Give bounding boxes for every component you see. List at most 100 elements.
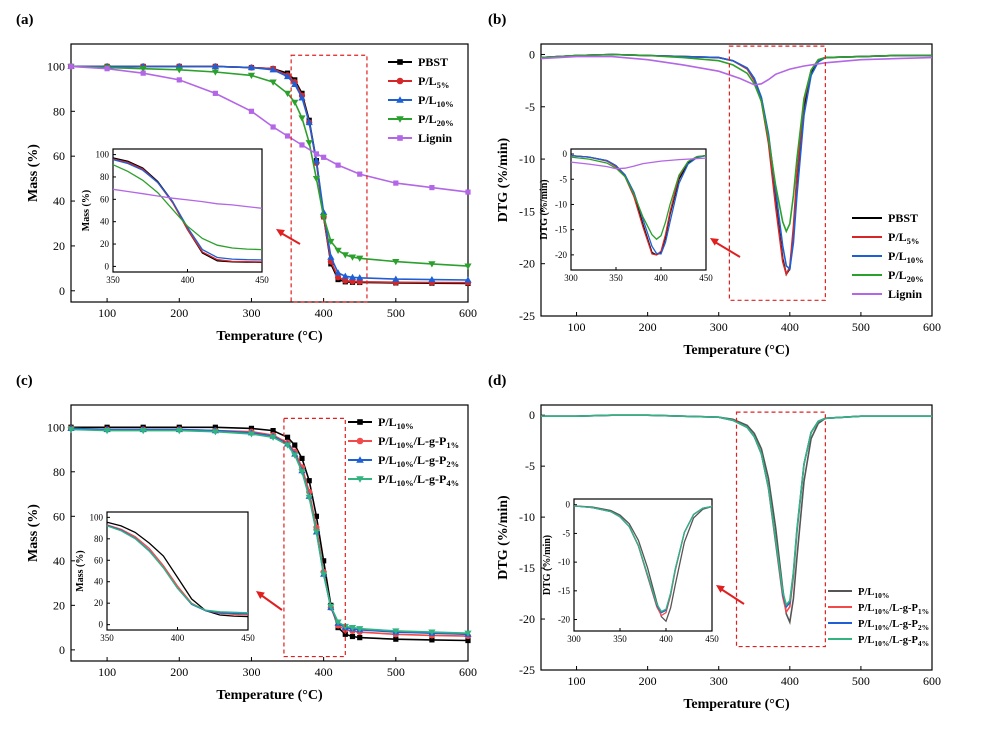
- y-tick-label: -15: [555, 225, 567, 235]
- data-point: [392, 628, 400, 635]
- x-tick-label: 200: [639, 674, 657, 688]
- x-tick-label: 200: [639, 320, 657, 334]
- series-line: [106, 524, 249, 616]
- y-axis-title: Mass (%): [26, 504, 41, 562]
- data-point: [335, 162, 341, 168]
- panel-label: (d): [488, 373, 506, 389]
- x-tick-label: 450: [699, 273, 713, 283]
- data-point: [334, 247, 342, 254]
- legend-entry: P/L10%/L-g-P1%: [858, 603, 929, 616]
- data-point: [428, 275, 436, 283]
- data-point: [312, 157, 321, 164]
- y-tick-label: -20: [519, 612, 535, 626]
- legend-entry: P/L5%: [888, 230, 919, 246]
- data-point: [320, 208, 328, 215]
- data-point: [429, 637, 435, 643]
- series-line: [112, 158, 263, 261]
- data-point: [393, 180, 399, 186]
- y-tick-label: -15: [519, 561, 535, 575]
- data-point: [269, 79, 277, 86]
- data-point: [464, 630, 472, 637]
- data-point: [349, 633, 356, 640]
- data-point: [68, 63, 74, 70]
- data-point: [320, 571, 328, 578]
- inset-y-axis-title: DTG (%/min): [539, 179, 550, 239]
- x-tick-label: 600: [459, 665, 477, 679]
- series-line: [540, 53, 932, 234]
- y-tick-label: 100: [47, 420, 65, 434]
- arrow-icon: [714, 241, 741, 258]
- data-point: [356, 274, 364, 281]
- panel-a: (a)100 200 300 400 500 600020406080100Tempera…: [16, 12, 477, 344]
- data-point: [284, 133, 291, 139]
- data-point: [291, 452, 299, 459]
- data-point: [67, 426, 75, 434]
- legend-marker: [356, 456, 364, 463]
- y-tick-label: 60: [100, 194, 110, 204]
- data-point: [248, 425, 255, 431]
- legend-entry: PBST: [888, 211, 918, 225]
- data-point: [334, 619, 342, 626]
- data-point: [283, 442, 292, 449]
- data-point: [298, 469, 306, 476]
- arrow-head-icon: [716, 585, 725, 593]
- data-point: [348, 625, 357, 632]
- panel-c: (c)100 200 300 400 500 600020406080100Tempera…: [16, 373, 477, 703]
- y-tick-label: 20: [53, 598, 65, 612]
- y-tick-label: 60: [53, 149, 65, 163]
- y-tick-label: -25: [519, 309, 535, 323]
- x-tick-label: 300: [567, 634, 581, 644]
- data-point: [465, 189, 471, 195]
- data-point: [299, 455, 305, 462]
- x-tick-label: 400: [654, 273, 668, 283]
- data-point: [247, 431, 256, 438]
- data-point: [211, 62, 219, 70]
- arrow-icon: [260, 594, 283, 611]
- data-point: [320, 214, 328, 221]
- data-point: [357, 171, 363, 177]
- data-point: [312, 529, 321, 536]
- y-tick-label: 0: [59, 643, 65, 657]
- x-tick-label: 500: [852, 320, 870, 334]
- data-point: [393, 636, 399, 642]
- y-tick-label: 40: [100, 217, 110, 227]
- y-tick-label: -25: [519, 663, 535, 677]
- inset-plot: 350 400 450 0 20 40 60 80 100 Mass (%): [75, 511, 255, 643]
- panel-d: (d) 100 200 300 400 500 600 0 -5 -10 -15 -20 -25 Temp…: [488, 373, 941, 712]
- series-line: [112, 188, 263, 209]
- data-point: [341, 252, 349, 259]
- series-line: [540, 55, 933, 86]
- x-tick-label: 400: [315, 306, 333, 320]
- zoom-region-box: [290, 54, 368, 303]
- legend-entry: P/L10%/L-g-P4%: [378, 472, 459, 488]
- y-tick-label: 100: [47, 59, 65, 73]
- series-line: [570, 157, 707, 170]
- data-point: [269, 66, 277, 73]
- y-axis-title: DTG (%/min): [496, 495, 511, 580]
- plot-frame: [540, 404, 933, 671]
- panel-label: (b): [488, 12, 506, 28]
- legend-entry: Lignin: [888, 287, 922, 301]
- y-tick-label: 60: [53, 509, 65, 523]
- data-point: [247, 63, 256, 71]
- legend-entry: P/L20%: [418, 112, 454, 128]
- data-point: [348, 273, 357, 280]
- y-tick-label: 20: [94, 598, 104, 608]
- data-point: [247, 72, 256, 80]
- x-tick-label: 300: [710, 674, 728, 688]
- x-tick-label: 350: [609, 273, 623, 283]
- data-point: [299, 142, 305, 148]
- x-axis-title: Temperature (°C): [683, 343, 790, 358]
- y-tick-label: -10: [519, 152, 535, 166]
- legend-entry: PBST: [418, 55, 448, 69]
- data-point: [306, 478, 312, 484]
- data-point: [334, 269, 342, 276]
- x-tick-label: 600: [923, 674, 941, 688]
- data-point: [269, 434, 277, 441]
- legend-entry: P/L20%: [888, 268, 924, 284]
- data-point: [305, 494, 313, 501]
- x-tick-label: 350: [100, 633, 114, 643]
- y-tick-label: 80: [100, 172, 110, 182]
- inset-y-axis-title: DTG (%/min): [542, 535, 553, 595]
